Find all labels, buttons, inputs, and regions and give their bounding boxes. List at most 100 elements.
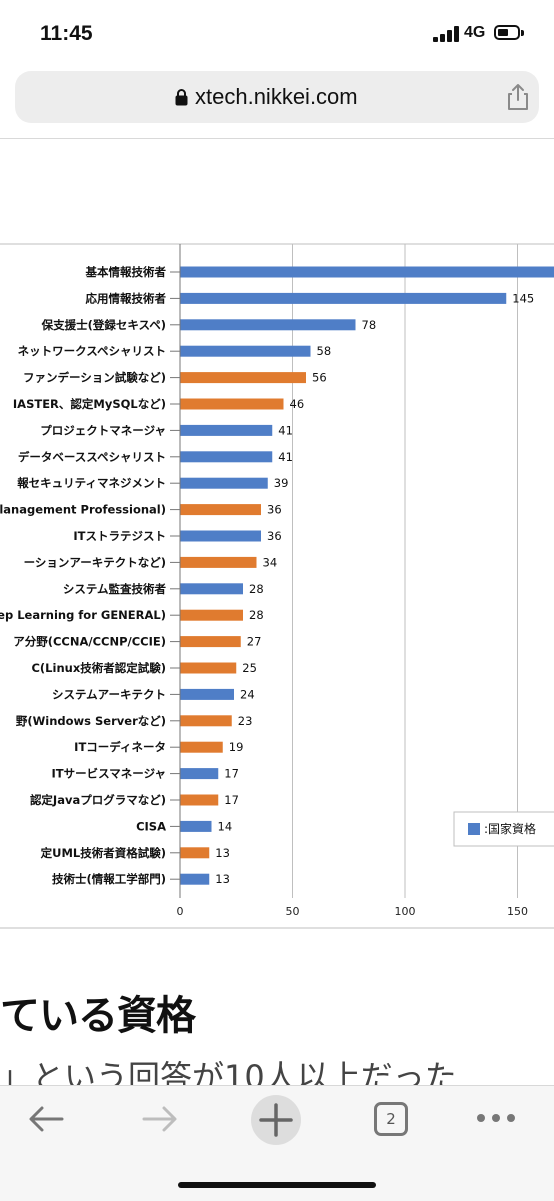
bar-value-label: 46 — [290, 397, 305, 411]
bar — [180, 662, 237, 674]
network-label: 4G — [464, 24, 486, 41]
lock-icon — [175, 89, 188, 106]
category-label: ア分野(CCNA/CCNP/CCIE) — [13, 635, 166, 649]
category-label: CISA — [136, 819, 166, 833]
address-bar[interactable]: xtech.nikkei.com — [15, 71, 539, 123]
bar — [180, 424, 273, 436]
browser-toolbar: 2 — [0, 1085, 554, 1201]
bar-value-label: 36 — [267, 503, 282, 517]
home-indicator — [178, 1182, 376, 1188]
status-time: 11:45 — [40, 22, 93, 45]
bar — [180, 609, 243, 621]
bar — [180, 530, 261, 542]
bar — [180, 583, 243, 595]
legend-label: :国家資格 — [484, 821, 536, 836]
more-icon[interactable] — [474, 1106, 518, 1130]
bar — [180, 741, 223, 753]
bar — [180, 636, 241, 648]
category-label: システム監査技術者 — [63, 582, 167, 596]
category-label: 認定Javaプログラマなど) — [30, 793, 166, 807]
bar-value-label: 24 — [240, 687, 255, 701]
category-label: ITストラテジスト — [73, 529, 166, 543]
category-label: ファンデーション試験など) — [23, 371, 166, 385]
bar — [180, 477, 268, 489]
bar-value-label: 39 — [274, 476, 289, 490]
category-label: プロジェクトマネージャ — [40, 423, 166, 437]
bar — [180, 345, 311, 357]
bar-value-label: 28 — [249, 582, 264, 596]
bar-value-label: 58 — [317, 344, 332, 358]
battery-tip — [521, 30, 524, 36]
bar — [180, 372, 306, 384]
bar-value-label: 36 — [267, 529, 282, 543]
bar-value-label: 14 — [218, 819, 233, 833]
bar-value-label: 13 — [215, 846, 230, 860]
signal-icon — [433, 26, 461, 42]
share-icon[interactable] — [505, 83, 531, 111]
x-tick-label: 150 — [507, 905, 528, 918]
page-divider — [0, 138, 554, 139]
category-label: 野(Windows Serverなど) — [16, 714, 166, 728]
category-label: データベーススペシャリスト — [18, 450, 166, 464]
bar-value-label: 25 — [242, 661, 257, 675]
bar-value-label: 56 — [312, 371, 327, 385]
category-label: 技術士(情報工学部門) — [52, 872, 166, 886]
x-tick-label: 0 — [177, 905, 184, 918]
back-arrow-icon[interactable] — [26, 1101, 66, 1137]
legend-swatch — [468, 823, 480, 835]
bar-value-label: 145 — [512, 291, 534, 305]
category-label: 報セキュリティマネジメント — [17, 476, 166, 490]
bar-value-label: 23 — [238, 714, 253, 728]
category-label: 応用情報技術者 — [86, 291, 167, 305]
category-label: 保支援士(登録セキスペ) — [41, 318, 166, 332]
bar — [180, 451, 273, 463]
plus-icon — [259, 1103, 293, 1137]
bar — [180, 768, 219, 780]
category-label: ep Learning for GENERAL) — [0, 608, 166, 622]
x-tick-label: 100 — [395, 905, 416, 918]
forward-arrow-icon[interactable] — [140, 1101, 180, 1137]
category-label: ネットワークスペシャリスト — [18, 344, 166, 358]
bar-value-label: 17 — [224, 793, 239, 807]
status-bar: 11:45 4G — [0, 0, 554, 64]
bar — [180, 715, 232, 727]
bar — [180, 292, 507, 304]
category-label: ITサービスマネージャ — [52, 767, 166, 781]
bar-value-label: 41 — [278, 423, 293, 437]
bar — [180, 794, 219, 806]
bar-value-label: 34 — [263, 555, 278, 569]
bar — [180, 266, 554, 278]
bar-value-label: 17 — [224, 767, 239, 781]
bar — [180, 504, 261, 516]
new-tab-button[interactable] — [251, 1095, 301, 1145]
article-heading: ている資格 — [0, 993, 196, 1039]
x-tick-label: 50 — [286, 905, 300, 918]
bar-value-label: 19 — [229, 740, 244, 754]
tabs-button[interactable]: 2 — [374, 1102, 408, 1136]
bar — [180, 847, 210, 859]
bar-value-label: 27 — [247, 635, 262, 649]
chart-container: 0 50 100 150 基本情報技術者 応用情報技術者 145 保支援士(登録セキスペ) 78… — [0, 150, 554, 940]
category-label: IASTER、認定MySQLなど) — [13, 397, 166, 411]
bar-value-label: 78 — [362, 318, 377, 332]
bar — [180, 556, 257, 568]
category-label: lanagement Professional) — [0, 503, 166, 517]
category-label: ーションアーキテクトなど) — [24, 555, 166, 569]
category-label: 基本情報技術者 — [85, 265, 167, 279]
battery-icon — [494, 25, 520, 40]
bar — [180, 688, 234, 700]
tab-count: 2 — [386, 1110, 396, 1128]
bar-value-label: 13 — [215, 872, 230, 886]
category-label: ITコーディネータ — [74, 740, 166, 754]
category-label: 定UML技術者資格試験) — [41, 846, 166, 860]
category-label: システムアーキテクト — [52, 687, 166, 701]
bar — [180, 873, 210, 885]
bar-value-label: 41 — [278, 450, 293, 464]
url-text: xtech.nikkei.com — [195, 84, 358, 109]
category-label: C(Linux技術者認定試験) — [31, 661, 166, 675]
bar — [180, 398, 284, 410]
bar — [180, 820, 212, 832]
bar-value-label: 28 — [249, 608, 264, 622]
bar — [180, 319, 356, 331]
